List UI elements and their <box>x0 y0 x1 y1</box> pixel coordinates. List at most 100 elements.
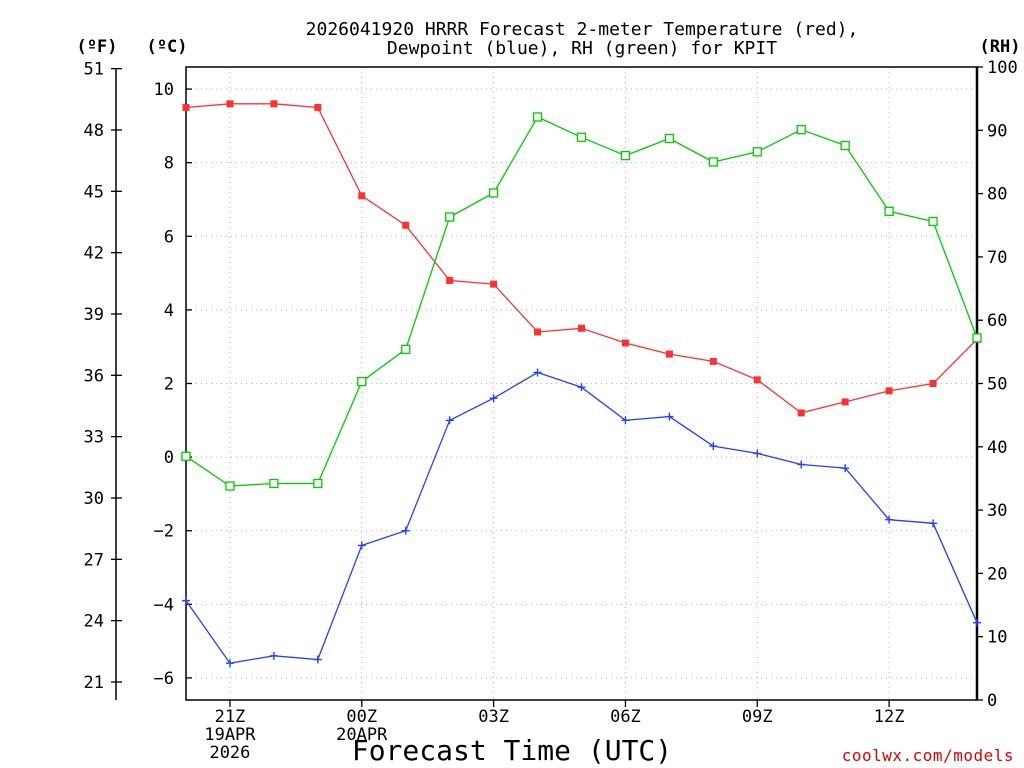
gridlines <box>186 67 977 700</box>
rh-tick-label: 50 <box>987 375 1007 395</box>
rh-point <box>796 125 806 135</box>
dewpoint-point <box>973 618 981 627</box>
series-dewpoint <box>182 368 981 668</box>
dewpoint-point <box>401 526 410 535</box>
x-tick-label: 06Z <box>610 707 641 727</box>
rh-tick-label: 100 <box>987 58 1018 78</box>
temperature-point <box>578 324 585 332</box>
rh-line <box>185 116 978 487</box>
temperature-point <box>446 276 454 284</box>
temperature-point <box>797 409 805 417</box>
fahrenheit-tick-label: 24 <box>84 612 104 632</box>
celsius-tick-label: 2 <box>164 375 174 395</box>
credit-label: coolwx.com/models <box>842 746 1014 765</box>
rh-point <box>488 188 499 198</box>
dewpoint-point <box>797 460 806 469</box>
rh-tick-label: 40 <box>987 438 1007 458</box>
dewpoint-point <box>621 416 630 425</box>
temperature-point <box>709 357 717 365</box>
chart-title-line1: 2026041920 HRRR Forecast 2-meter Tempera… <box>306 19 859 40</box>
temperature-point <box>885 387 893 395</box>
fahrenheit-tick-label: 36 <box>84 366 104 386</box>
dewpoint-point <box>225 659 234 668</box>
x-axis-title: Forecast Time (UTC) <box>352 734 672 767</box>
fahrenheit-tick-label: 27 <box>84 550 104 570</box>
temperature-point <box>621 339 629 347</box>
series-temperature <box>182 100 981 417</box>
fahrenheit-unit-label: (ºF) <box>77 37 118 57</box>
chart-title-line2: Dewpoint (blue), RH (green) for KPIT <box>387 38 777 59</box>
rh-point <box>972 333 982 343</box>
temperature-point <box>534 328 542 336</box>
x-tick-label: 20APR <box>336 725 388 745</box>
dewpoint-point <box>753 449 762 458</box>
celsius-tick-label: −2 <box>154 522 174 542</box>
celsius-tick-label: 10 <box>154 80 174 100</box>
dewpoint-point <box>841 464 850 473</box>
rh-tick-label: 30 <box>987 501 1007 521</box>
series-layer <box>181 100 982 668</box>
rh-point <box>752 147 762 157</box>
temperature-point <box>358 192 366 200</box>
x-tick-label: 00Z <box>346 707 377 727</box>
temperature-point <box>841 398 849 406</box>
rh-point <box>884 206 894 216</box>
dewpoint-point <box>885 515 894 524</box>
celsius-tick-label: −6 <box>154 669 174 689</box>
x-tick-label: 09Z <box>742 707 773 727</box>
dewpoint-point <box>533 368 542 377</box>
rh-point <box>576 132 587 142</box>
temperature-point <box>490 280 498 288</box>
axes: 2124273033363942454851−6−4−2024681001020… <box>84 58 1018 763</box>
temperature-point <box>314 103 322 111</box>
rh-point <box>620 150 631 161</box>
rh-point <box>445 212 455 222</box>
rh-tick-label: 0 <box>987 691 997 711</box>
rh-tick-label: 10 <box>987 628 1007 648</box>
celsius-tick-label: 0 <box>164 448 174 468</box>
dewpoint-point <box>445 416 454 425</box>
fahrenheit-tick-label: 30 <box>84 489 104 509</box>
rh-unit-label: (RH) <box>980 37 1021 57</box>
temperature-point <box>665 350 673 358</box>
dewpoint-point <box>709 442 718 451</box>
temperature-point <box>226 100 234 108</box>
rh-point <box>181 451 191 461</box>
celsius-unit-label: (ºC) <box>147 37 188 57</box>
fahrenheit-tick-label: 21 <box>84 673 104 693</box>
celsius-tick-label: −4 <box>154 595 174 615</box>
dewpoint-point <box>313 655 322 664</box>
fahrenheit-tick-label: 33 <box>84 428 104 448</box>
rh-point <box>357 376 367 387</box>
rh-tick-label: 70 <box>987 248 1007 268</box>
fahrenheit-tick-label: 39 <box>84 305 104 325</box>
rh-point <box>664 133 675 144</box>
rh-point <box>269 478 279 489</box>
x-tick-label: 19APR <box>204 725 256 745</box>
rh-point <box>928 216 938 227</box>
rh-point <box>840 140 850 151</box>
fahrenheit-tick-label: 42 <box>84 244 104 264</box>
temperature-point <box>270 100 278 108</box>
dewpoint-point <box>182 596 190 605</box>
rh-tick-label: 80 <box>987 185 1007 205</box>
rh-point <box>225 481 235 491</box>
rh-point <box>708 157 718 167</box>
celsius-tick-label: 4 <box>164 301 174 321</box>
rh-tick-label: 90 <box>987 121 1007 141</box>
fahrenheit-tick-label: 51 <box>84 60 104 80</box>
dewpoint-point <box>489 394 498 403</box>
celsius-tick-label: 6 <box>164 227 174 247</box>
x-tick-label: 03Z <box>478 707 509 727</box>
dewpoint-point <box>357 541 366 550</box>
series-rh <box>181 112 982 491</box>
dewpoint-point <box>665 412 674 421</box>
rh-point <box>401 344 411 354</box>
dewpoint-point <box>269 651 278 660</box>
dewpoint-line <box>185 371 978 664</box>
temperature-line <box>185 103 978 414</box>
x-tick-label: 21Z <box>215 707 246 727</box>
x-tick-label: 2026 <box>209 743 250 763</box>
rh-point <box>532 112 543 122</box>
